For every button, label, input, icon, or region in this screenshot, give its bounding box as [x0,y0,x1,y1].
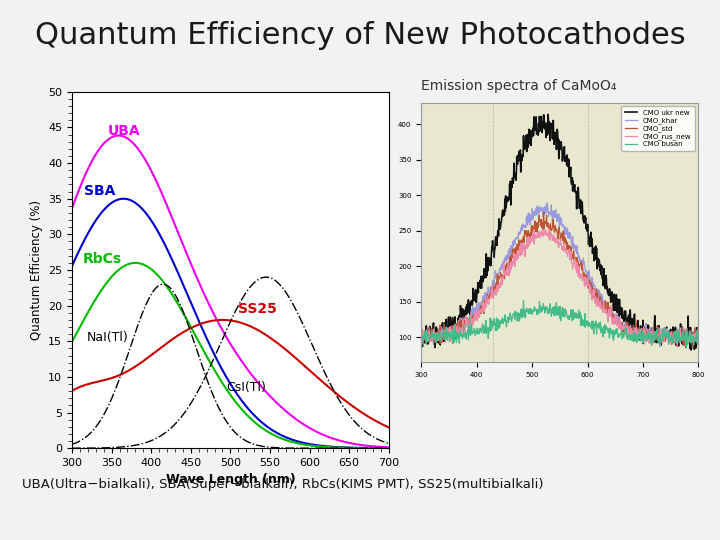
CMO ukr new [505,194,513,200]
CMO busan [694,334,703,341]
CMO_std [505,260,513,266]
CMO busan [667,332,676,339]
CMO ukr new [544,111,552,118]
CMO_std [417,335,426,341]
CMO_rus_new [694,335,703,341]
CMO_rus_new [673,343,682,350]
CMO_rus_new [485,300,493,307]
CMO_khar [417,333,426,339]
Text: NaI(Tl): NaI(Tl) [86,331,128,345]
Y-axis label: Quantum Efficiency (%): Quantum Efficiency (%) [30,200,42,340]
CMO_rus_new [495,281,504,287]
CMO_khar [667,334,676,341]
Text: CsI(Tl): CsI(Tl) [226,381,266,394]
CMO busan [417,340,426,346]
CMO_std [694,338,703,344]
CMO_rus_new [599,299,608,305]
CMO ukr new [599,278,608,285]
CMO_rus_new [633,332,642,339]
CMO_khar [599,299,608,305]
CMO_std [539,209,548,215]
CMO_khar [694,326,703,333]
CMO busan [682,344,690,350]
Text: RbCs: RbCs [82,252,122,266]
CMO ukr new [417,323,426,329]
CMO_khar [485,289,493,295]
CMO_khar [505,255,513,262]
Text: SS25: SS25 [238,302,277,316]
CMO_std [599,301,608,307]
CMO_khar [543,200,552,206]
Text: UBA: UBA [108,124,140,138]
CMO ukr new [694,330,703,336]
CMO ukr new [687,347,696,353]
Legend: CMO ukr new, CMO_khar, CMO_std, CMO_rus_new, CMO busan: CMO ukr new, CMO_khar, CMO_std, CMO_rus_… [621,106,695,151]
CMO busan [485,325,493,331]
CMO_std [495,275,504,282]
CMO_std [485,295,493,301]
Line: CMO_khar: CMO_khar [421,203,698,347]
CMO ukr new [495,219,504,225]
CMO_khar [633,329,642,336]
CMO_khar [656,343,665,350]
Line: CMO busan: CMO busan [421,301,698,347]
Line: CMO_std: CMO_std [421,212,698,347]
CMO ukr new [633,323,642,329]
Text: Quantum Efficiency of New Photocathodes: Quantum Efficiency of New Photocathodes [35,21,685,50]
CMO_khar [495,266,504,273]
Text: SBA: SBA [84,184,115,198]
CMO_rus_new [667,328,676,335]
Text: Emission spectra of CaMoO₄: Emission spectra of CaMoO₄ [421,79,617,93]
CMO_rus_new [505,273,513,279]
CMO busan [599,323,608,330]
CMO ukr new [667,332,676,338]
CMO_rus_new [545,225,554,231]
X-axis label: Wave Length (nm): Wave Length (nm) [166,474,295,487]
Line: CMO_rus_new: CMO_rus_new [421,228,698,347]
Line: CMO ukr new: CMO ukr new [421,114,698,350]
CMO_std [633,327,642,333]
CMO_std [667,331,676,338]
CMO ukr new [485,262,493,268]
CMO_rus_new [417,332,426,338]
CMO_std [688,344,697,350]
CMO busan [495,318,504,324]
CMO busan [519,298,528,304]
Text: UBA(Ultra−bialkali), SBA(Super−bialkali), RbCs(KIMS PMT), SS25(multibialkali): UBA(Ultra−bialkali), SBA(Super−bialkali)… [22,478,543,491]
CMO busan [633,339,642,345]
CMO busan [505,314,513,321]
